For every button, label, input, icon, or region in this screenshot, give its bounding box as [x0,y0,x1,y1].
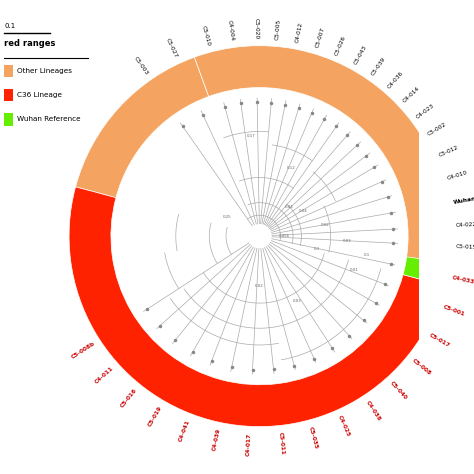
Text: C5-005: C5-005 [274,19,281,40]
Text: Wuhan Reference: Wuhan Reference [17,116,81,122]
Wedge shape [403,257,448,285]
Text: C4-010: C4-010 [447,170,469,181]
Text: 0.056: 0.056 [279,234,290,238]
Text: C4-025: C4-025 [337,415,351,438]
Text: C5-008: C5-008 [411,358,432,376]
Text: C5-020: C5-020 [253,18,259,39]
Text: C4-011: C4-011 [94,366,115,385]
Text: C5-016: C5-016 [119,387,137,409]
Text: 0.03: 0.03 [343,239,352,243]
Wedge shape [75,57,209,198]
Text: 0.01: 0.01 [349,268,358,273]
Text: C5-012: C5-012 [438,145,460,158]
Text: C5-039: C5-039 [370,56,387,76]
Text: 0.02: 0.02 [321,222,330,227]
Text: C5-003: C5-003 [132,56,149,76]
Text: 0.1: 0.1 [4,23,16,29]
Text: C5-027: C5-027 [165,37,179,59]
Text: C5-035: C5-035 [308,426,319,449]
Text: C4-038: C4-038 [365,400,382,422]
Text: 0.1: 0.1 [364,253,370,257]
Text: C5-010: C5-010 [201,25,211,47]
Text: C4-014: C4-014 [401,86,420,104]
Text: C4-036: C4-036 [387,70,404,89]
Text: C5-040: C5-040 [389,381,409,401]
Text: C4-039: C4-039 [211,428,221,452]
Text: Other Lineages: Other Lineages [17,68,72,74]
Text: C4-012: C4-012 [295,22,303,44]
Text: red ranges: red ranges [4,39,55,48]
Text: C4-017: C4-017 [246,432,252,456]
Text: 0.12: 0.12 [287,166,296,170]
Wedge shape [194,46,450,285]
Text: C4-033: C4-033 [451,274,474,284]
Text: C4-004: C4-004 [227,20,235,42]
Text: C5-008b: C5-008b [70,341,96,360]
Text: 0.17: 0.17 [246,134,255,138]
Text: 0.03: 0.03 [293,300,301,303]
Wedge shape [69,187,444,427]
Text: 0.1: 0.1 [313,247,320,251]
Text: C5-002: C5-002 [427,122,447,137]
Text: C4-022: C4-022 [456,222,474,228]
Bar [4,64,13,77]
Text: C5-007: C5-007 [315,27,326,49]
Text: 0.25: 0.25 [223,215,231,219]
Text: C5-017: C5-017 [428,332,451,348]
Text: C5-011: C5-011 [278,431,285,455]
Bar [4,89,13,101]
Text: C4-041: C4-041 [178,419,191,442]
Text: C5-015: C5-015 [456,244,474,250]
Text: 0.04: 0.04 [299,209,308,213]
Text: C5-043: C5-043 [353,44,367,65]
Text: C5-019: C5-019 [147,405,164,428]
Text: C5-026: C5-026 [334,35,347,56]
Text: 0.02: 0.02 [255,284,264,288]
Text: C36 Lineage: C36 Lineage [17,92,62,98]
Text: C5-001: C5-001 [442,304,465,317]
Text: 0.04: 0.04 [285,205,293,209]
Text: C4-023: C4-023 [415,103,435,120]
Bar [4,113,13,126]
Text: Wuhan_: Wuhan_ [453,194,474,205]
